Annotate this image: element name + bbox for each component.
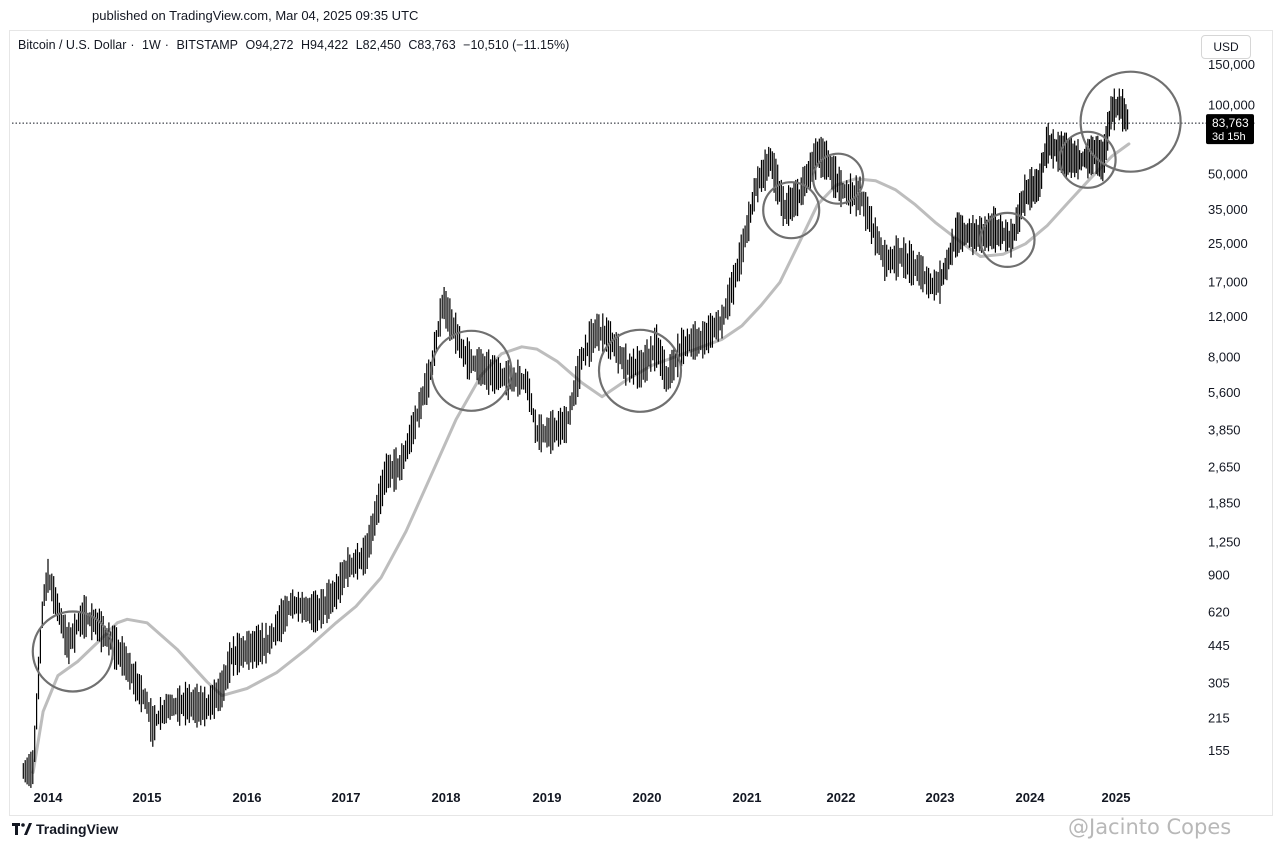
symbol-interval: 1W: [142, 38, 161, 52]
tradingview-logo-icon: [12, 823, 32, 835]
price-tag: [1206, 114, 1254, 145]
y-tick-label: 150,000: [1208, 57, 1255, 72]
x-tick-label: 2014: [34, 790, 64, 805]
annotation-circle: [31, 610, 114, 693]
price-bars: [22, 88, 1129, 788]
ohlc-low: L82,450: [355, 38, 401, 52]
annotation-circle: [762, 181, 821, 240]
y-tick-label: 17,000: [1208, 274, 1248, 289]
annotation-circle: [1058, 130, 1117, 189]
moving-average-line: [31, 142, 1131, 774]
currency-button[interactable]: USD: [1201, 35, 1251, 59]
y-tick-label: 5,600: [1208, 385, 1241, 400]
published-info: published on TradingView.com, Mar 04, 20…: [92, 8, 419, 23]
y-tick-label: 50,000: [1208, 167, 1248, 182]
x-tick-label: 2024: [1016, 790, 1046, 805]
ohlc-high: H94,422: [300, 38, 349, 52]
y-tick-label: 12,000: [1208, 309, 1248, 324]
ohlc-change: −10,510 (−11.15%): [463, 38, 570, 52]
x-axis: 2014 2015 2016 2017 2018 2019 2020 2021 2022 2023…: [34, 790, 1131, 805]
y-tick-label: 25,000: [1208, 236, 1248, 251]
y-tick-label: 35,000: [1208, 202, 1248, 217]
symbol-name: Bitcoin / U.S. Dollar: [18, 38, 127, 52]
annotation-circle: [430, 329, 513, 412]
price-tag-countdown: 3d 15h: [1212, 131, 1246, 143]
ohlc-open: O94,272: [245, 38, 294, 52]
annotation-circle: [979, 211, 1036, 268]
annotation-circle: [597, 328, 683, 413]
y-tick-label: 155: [1208, 743, 1230, 758]
y-tick-label: 2,650: [1208, 460, 1241, 475]
y-tick-label: 215: [1208, 710, 1230, 725]
x-tick-label: 2025: [1102, 790, 1131, 805]
y-tick-label: 1,250: [1208, 535, 1241, 550]
x-tick-label: 2015: [133, 790, 162, 805]
price-tag-value: 83,763: [1212, 116, 1249, 130]
chart-frame: [9, 30, 1273, 816]
y-tick-label: 1,850: [1208, 496, 1241, 511]
annotation-circle: [1079, 70, 1182, 173]
y-tick-label: 3,850: [1208, 422, 1241, 437]
y-tick-label: 100,000: [1208, 97, 1255, 112]
x-tick-label: 2016: [233, 790, 262, 805]
annotation-circles: [31, 70, 1182, 693]
x-tick-label: 2017: [332, 790, 361, 805]
symbol-legend[interactable]: Bitcoin / U.S. Dollar · 1W · BITSTAMP O94,…: [18, 38, 570, 52]
y-axis: 155 215 305 445 620 900 1,250 1,850 2,650 3,850 5,…: [1208, 57, 1255, 758]
y-tick-label: 445: [1208, 638, 1230, 653]
x-tick-label: 2018: [432, 790, 461, 805]
y-tick-label: 305: [1208, 675, 1230, 690]
x-tick-label: 2019: [533, 790, 562, 805]
y-tick-label: 900: [1208, 567, 1230, 582]
y-tick-label: 8,000: [1208, 349, 1241, 364]
annotation-circle: [812, 152, 865, 205]
ohlc-close: C83,763: [408, 38, 456, 52]
x-tick-label: 2021: [733, 790, 762, 805]
tradingview-logo-text: TradingView: [36, 821, 119, 837]
symbol-exchange: BITSTAMP: [176, 38, 239, 52]
y-tick-label: 620: [1208, 605, 1230, 620]
author-watermark: @Jacinto Copes: [1068, 815, 1232, 839]
x-tick-label: 2023: [926, 790, 955, 805]
x-tick-label: 2020: [633, 790, 662, 805]
tradingview-logo[interactable]: TradingView: [12, 821, 118, 837]
x-tick-label: 2022: [827, 790, 856, 805]
